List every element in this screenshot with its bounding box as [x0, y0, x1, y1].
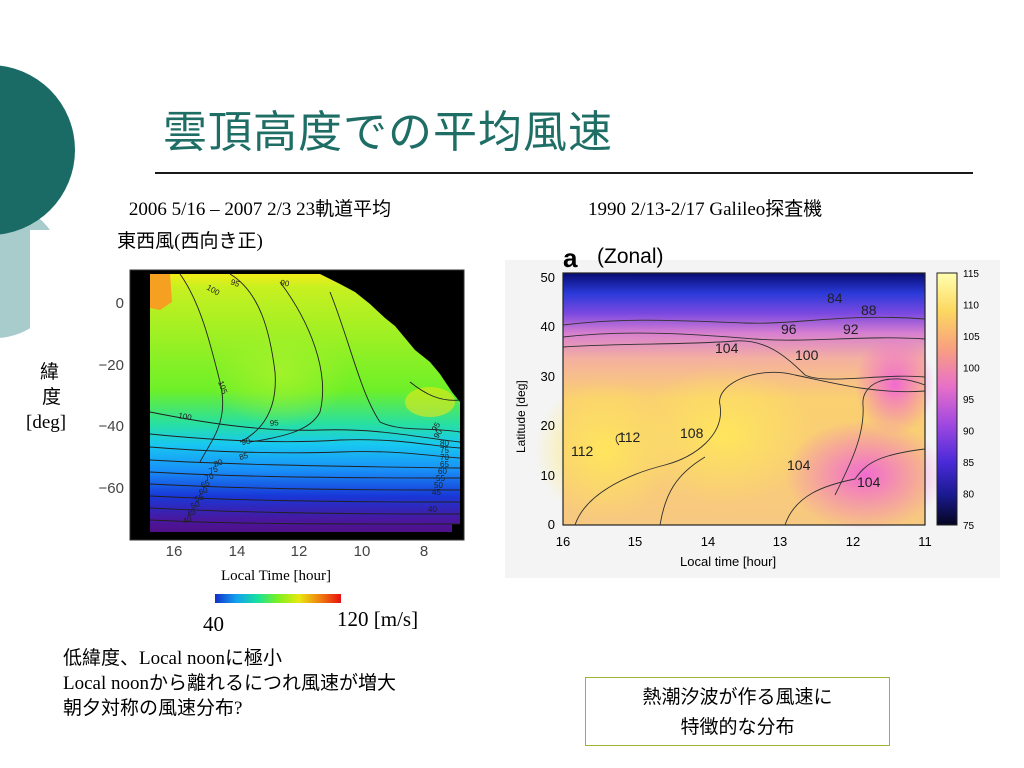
- left-colorbar-max: 120 [m/s]: [337, 607, 419, 631]
- contour-label: 108: [680, 425, 704, 441]
- left-colorbar-min: 40: [203, 612, 224, 636]
- contour-label: 55: [194, 492, 206, 504]
- colorbar-tick-label: 115: [963, 269, 979, 280]
- left-ytick-2: −40: [99, 418, 124, 435]
- right-ytick-5: 50: [541, 270, 555, 285]
- right-ytick-3: 30: [541, 369, 555, 384]
- left-xtick-2: 12: [291, 543, 308, 560]
- contour-label: 88: [861, 302, 877, 318]
- page-title: 雲頂高度での平均風速: [163, 107, 613, 158]
- right-ytick-4: 40: [541, 319, 555, 334]
- contour-label: 90: [241, 436, 252, 447]
- contour-label: 70: [440, 453, 449, 462]
- contour-label: 65: [200, 478, 212, 490]
- contour-label: 75: [208, 464, 220, 476]
- right-xtick-5: 11: [918, 534, 932, 549]
- right-panel-letter: a: [563, 243, 578, 273]
- left-contour-chart: 100 95 90105100959085807570656055504540959…: [99, 269, 465, 560]
- right-panel-title: (Zonal): [597, 245, 664, 268]
- contour-label: 112: [571, 443, 594, 459]
- colorbar-tick-label: 80: [963, 490, 975, 501]
- contour-label: 75: [440, 446, 449, 455]
- contour-label: 92: [843, 321, 859, 337]
- left-xtick-4: 8: [420, 543, 428, 560]
- right-xlabel: Local time [hour]: [680, 554, 776, 569]
- colorbar-tick-label: 95: [963, 395, 975, 406]
- left-chart-header-line1: 2006 5/16 – 2007 2/3 23軌道平均: [128, 199, 392, 220]
- left-colorbar: [215, 594, 341, 603]
- contour-label: 104: [715, 340, 739, 356]
- colorbar-tick-label: 110: [963, 301, 979, 312]
- left-xtick-1: 14: [229, 543, 246, 560]
- colorbar-tick-label: 105: [963, 332, 980, 343]
- contour-label: 95: [229, 277, 241, 289]
- contour-label: 100: [178, 411, 193, 422]
- decorative-circles: [0, 65, 75, 400]
- contour-label: 96: [781, 321, 797, 337]
- contour-label: 80: [440, 439, 449, 448]
- contour-label: 60: [438, 467, 447, 476]
- contour-label: 84: [827, 290, 843, 306]
- right-contour-chart: 84 88 96 92 104 100 112 112 108 104 104 0 10 20 30…: [505, 243, 1000, 578]
- contour-label: 80: [213, 457, 225, 469]
- contour-label: 112: [618, 429, 641, 445]
- callout-line-1: 熱潮汐波が作る風速に: [642, 687, 833, 708]
- contour-label: 65: [440, 460, 449, 469]
- notes-block: 低緯度、Local noonに極小 Local noonから離れるにつれ風速が増…: [63, 646, 396, 721]
- colorbar-tick-label: 100: [963, 364, 980, 375]
- title-underline: [155, 172, 973, 174]
- contour-label: 40: [182, 514, 194, 526]
- left-chart-header-line2: 東西風(西向き正): [117, 231, 263, 252]
- colorbar-tick-label: 90: [963, 427, 975, 438]
- note-line-3: 朝夕対称の風速分布?: [63, 698, 243, 719]
- right-xtick-4: 12: [846, 534, 860, 549]
- right-xtick-2: 14: [701, 534, 715, 549]
- right-ylabel: Latitude [deg]: [514, 380, 528, 453]
- contour-label: 95: [269, 418, 279, 428]
- note-line-2: Local noonから離れるにつれ風速が増大: [63, 673, 397, 694]
- contour-label: 40: [428, 505, 437, 514]
- callout-line-2: 特徴的な分布: [680, 717, 795, 738]
- contour-label: 50: [190, 499, 202, 511]
- contour-label: 45: [186, 507, 198, 519]
- colorbar-tick-label: 85: [963, 458, 975, 469]
- left-ytick-0: 0: [116, 295, 124, 312]
- right-ytick-2: 20: [541, 418, 555, 433]
- right-xtick-3: 13: [773, 534, 787, 549]
- contour-label: 104: [857, 474, 881, 490]
- left-ylabel-3: [deg]: [26, 412, 67, 433]
- right-xtick-1: 15: [628, 534, 642, 549]
- contour-label: 45: [432, 488, 441, 497]
- note-line-1: 低緯度、Local noonに極小: [63, 648, 283, 669]
- contour-label: 85: [238, 451, 249, 462]
- left-ytick-1: −20: [99, 357, 124, 374]
- contour-label: 100: [795, 347, 819, 363]
- left-xlabel: Local Time [hour]: [221, 568, 331, 584]
- contour-label: 90: [280, 278, 291, 289]
- contour-label: 50: [434, 481, 443, 490]
- contour-label: 55: [436, 474, 445, 483]
- contour-label: 104: [787, 457, 811, 473]
- contour-label: 105: [216, 380, 229, 396]
- callout-box: 熱潮汐波が作る風速に 特徴的な分布: [585, 677, 890, 746]
- left-ylabel-1: 緯: [40, 362, 60, 383]
- right-ytick-1: 10: [541, 468, 555, 483]
- contour-label: 60: [198, 485, 210, 497]
- left-ytick-3: −60: [99, 480, 124, 497]
- right-xtick-0: 16: [556, 534, 570, 549]
- left-xtick-3: 10: [354, 543, 371, 560]
- colorbar-tick-label: 75: [963, 521, 975, 532]
- left-xtick-0: 16: [166, 543, 183, 560]
- left-ylabel-2: 度: [42, 387, 62, 408]
- right-chart-header: 1990 2/13-2/17 Galileo探査機: [588, 199, 823, 220]
- contour-label: 70: [204, 471, 216, 483]
- right-ytick-0: 0: [548, 517, 555, 532]
